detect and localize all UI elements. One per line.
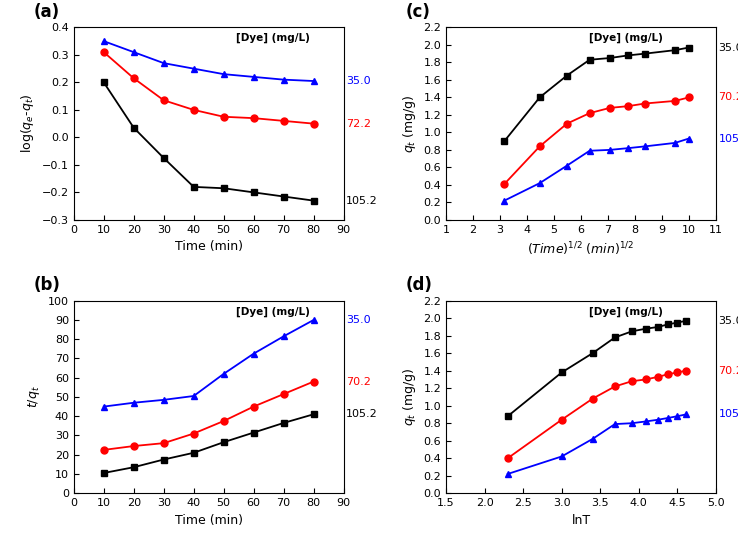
- Text: 70.2: 70.2: [719, 93, 738, 102]
- Y-axis label: $q_t$ (mg/g): $q_t$ (mg/g): [401, 94, 418, 153]
- Text: 105.2: 105.2: [719, 134, 738, 144]
- Text: (b): (b): [33, 276, 60, 294]
- Text: [Dye] (mg/L): [Dye] (mg/L): [589, 306, 663, 317]
- X-axis label: Time (min): Time (min): [175, 240, 243, 253]
- Text: 35.0: 35.0: [719, 43, 738, 53]
- Text: 70.2: 70.2: [346, 376, 371, 386]
- Text: 105.2: 105.2: [719, 409, 738, 419]
- X-axis label: Time (min): Time (min): [175, 513, 243, 527]
- Text: (c): (c): [405, 3, 430, 21]
- Text: (a): (a): [33, 3, 59, 21]
- Text: 105.2: 105.2: [346, 409, 378, 419]
- Text: (d): (d): [405, 276, 432, 294]
- Text: 35.0: 35.0: [346, 315, 371, 325]
- Y-axis label: $q_t$ (mg/g): $q_t$ (mg/g): [401, 368, 418, 426]
- X-axis label: lnT: lnT: [571, 513, 590, 527]
- Y-axis label: $t/q_t$: $t/q_t$: [27, 386, 42, 408]
- Text: [Dye] (mg/L): [Dye] (mg/L): [589, 33, 663, 43]
- Text: 72.2: 72.2: [346, 118, 371, 129]
- Y-axis label: log($q_e$-$q_t$): log($q_e$-$q_t$): [19, 94, 36, 153]
- Text: 105.2: 105.2: [346, 196, 378, 206]
- X-axis label: $(Time)^{1/2}$ $(min)^{1/2}$: $(Time)^{1/2}$ $(min)^{1/2}$: [528, 240, 635, 258]
- Text: 70.2: 70.2: [719, 366, 738, 376]
- Text: [Dye] (mg/L): [Dye] (mg/L): [235, 306, 309, 317]
- Text: 35.0: 35.0: [719, 316, 738, 326]
- Text: [Dye] (mg/L): [Dye] (mg/L): [235, 33, 309, 43]
- Text: 35.0: 35.0: [346, 76, 371, 86]
